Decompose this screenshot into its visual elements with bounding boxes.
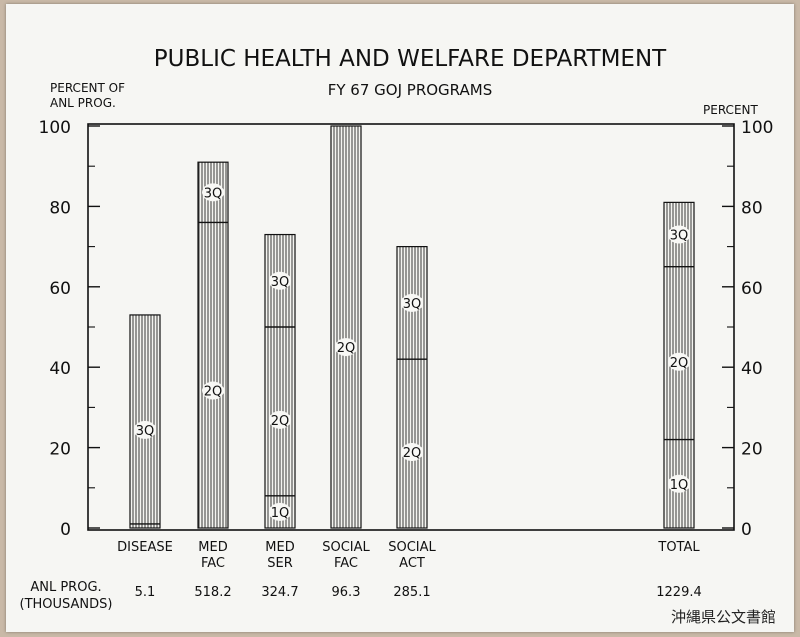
- footer-label-line2: (THOUSANDS): [20, 597, 113, 612]
- bar: [129, 314, 161, 529]
- category-label: ACT: [399, 556, 425, 571]
- quarter-label: 2Q: [337, 341, 356, 356]
- quarter-label-bg: [202, 381, 224, 400]
- quarter-label: 2Q: [204, 385, 223, 400]
- chart-title: PUBLIC HEALTH AND WELFARE DEPARTMENT: [154, 46, 667, 72]
- quarter-label-bg: [134, 420, 156, 439]
- bar: [197, 161, 229, 529]
- category-label: SER: [267, 556, 293, 571]
- amount-label: 518.2: [194, 585, 231, 600]
- chart-subtitle: FY 67 GOJ PROGRAMS: [328, 81, 492, 99]
- quarter-label-bg: [668, 352, 690, 371]
- right-tick-label: 80: [741, 198, 763, 218]
- quarter-label-bg: [269, 410, 291, 429]
- bar: [330, 125, 362, 529]
- archive-stamp: 沖縄県公文書館: [670, 608, 776, 626]
- amount-label: 96.3: [332, 585, 361, 600]
- category-label: SOCIAL: [322, 540, 370, 555]
- left-tick-label: 0: [60, 520, 71, 540]
- quarter-label-bg: [269, 271, 291, 290]
- quarter-label-bg: [269, 502, 291, 521]
- left-tick-label: 100: [39, 118, 71, 138]
- right-tick-label: 20: [741, 440, 763, 460]
- quarter-label: 3Q: [136, 424, 155, 439]
- category-label: MED: [198, 540, 227, 555]
- category-label: TOTAL: [657, 540, 700, 555]
- quarter-label-bg: [401, 443, 423, 462]
- quarter-label: 3Q: [670, 229, 689, 244]
- left-tick-label: 60: [49, 279, 71, 299]
- category-label: DISEASE: [117, 540, 173, 555]
- quarter-label-bg: [401, 293, 423, 312]
- quarter-label: 2Q: [670, 356, 689, 371]
- amount-label: 1229.4: [656, 585, 702, 600]
- footer-label-line1: ANL PROG.: [30, 580, 101, 595]
- left-tick-label: 40: [49, 359, 71, 379]
- bar: [396, 246, 428, 529]
- quarter-label: 2Q: [271, 414, 290, 429]
- amount-label: 5.1: [135, 585, 156, 600]
- category-label: MED: [265, 540, 294, 555]
- quarter-label: 2Q: [403, 446, 422, 461]
- quarter-label-bg: [335, 338, 357, 357]
- amount-label: 285.1: [393, 585, 430, 600]
- quarter-label: 1Q: [670, 478, 689, 493]
- category-label: FAC: [201, 556, 225, 571]
- category-label: FAC: [334, 556, 358, 571]
- quarter-label: 3Q: [271, 275, 290, 290]
- right-tick-label: 0: [741, 520, 752, 540]
- right-tick-label: 100: [741, 118, 773, 138]
- left-axis-label-line1: PERCENT OF: [50, 81, 125, 95]
- quarter-label-bg: [668, 225, 690, 244]
- right-axis-label: PERCENT: [703, 103, 758, 117]
- right-tick-label: 40: [741, 359, 763, 379]
- quarter-label-bg: [668, 474, 690, 493]
- quarter-label-bg: [202, 183, 224, 202]
- right-tick-label: 60: [741, 279, 763, 299]
- left-tick-label: 80: [49, 198, 71, 218]
- category-label: SOCIAL: [388, 540, 436, 555]
- quarter-label: 3Q: [403, 297, 422, 312]
- quarter-label: 1Q: [271, 506, 290, 521]
- amount-label: 324.7: [261, 585, 298, 600]
- left-tick-label: 20: [49, 440, 71, 460]
- left-axis-label-line2: ANL PROG.: [50, 96, 116, 110]
- quarter-label: 3Q: [204, 186, 223, 201]
